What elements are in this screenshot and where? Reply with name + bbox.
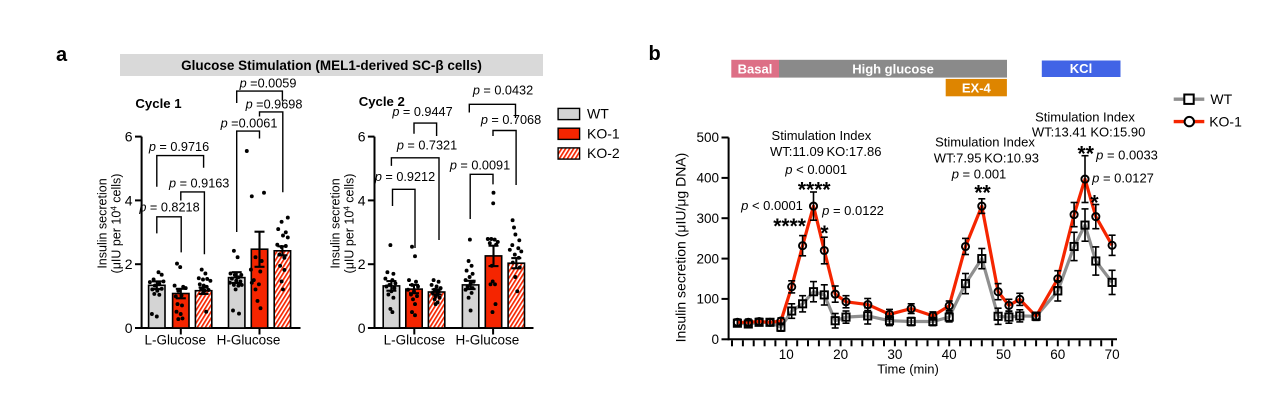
svg-text:p = 0.9163: p = 0.9163 — [168, 176, 229, 190]
svg-text:2: 2 — [125, 256, 133, 272]
svg-text:p =0.0059: p =0.0059 — [239, 76, 297, 90]
svg-text:200: 200 — [696, 251, 719, 266]
svg-text:p = 0.9447: p = 0.9447 — [391, 105, 452, 119]
svg-text:500: 500 — [696, 130, 719, 145]
svg-text:100: 100 — [696, 292, 719, 307]
svg-text:70: 70 — [1105, 347, 1120, 362]
svg-text:(μIU per 104 cells): (μIU per 104 cells) — [342, 174, 356, 274]
svg-text:Time (min): Time (min) — [877, 361, 939, 376]
svg-text:p = 0.8218: p = 0.8218 — [138, 200, 199, 214]
svg-text:a: a — [56, 44, 68, 66]
svg-text:b: b — [649, 43, 661, 65]
svg-text:Insulin secretion: Insulin secretion — [96, 178, 110, 268]
svg-text:p =0.0061: p =0.0061 — [220, 117, 278, 131]
svg-text:p < 0.0001: p < 0.0001 — [784, 162, 847, 177]
svg-text:Stimulation Index: Stimulation Index — [1035, 109, 1135, 124]
svg-text:p =0.9698: p =0.9698 — [245, 97, 303, 111]
svg-text:Cycle 1: Cycle 1 — [135, 96, 181, 111]
svg-text:p = 0.0033: p = 0.0033 — [1095, 147, 1158, 162]
svg-text:Insulin secretion (μIU/μg DNA): Insulin secretion (μIU/μg DNA) — [673, 153, 689, 343]
svg-text:60: 60 — [1050, 347, 1065, 362]
svg-text:WT: WT — [1210, 91, 1232, 107]
svg-text:p = 0.0432: p = 0.0432 — [472, 84, 533, 98]
svg-text:4: 4 — [125, 192, 133, 208]
svg-text:p < 0.0001: p < 0.0001 — [740, 198, 803, 213]
svg-text:Glucose Stimulation (MEL1-deri: Glucose Stimulation (MEL1-derived SC-β c… — [181, 58, 482, 73]
svg-text:*: * — [820, 222, 829, 245]
svg-text:6: 6 — [125, 129, 133, 145]
svg-text:KO-1: KO-1 — [1209, 114, 1242, 130]
svg-text:High glucose: High glucose — [852, 62, 934, 77]
svg-text:40: 40 — [942, 347, 957, 362]
svg-text:**: ** — [974, 181, 991, 204]
svg-text:p = 0.0127: p = 0.0127 — [1091, 171, 1154, 186]
svg-text:*: * — [1090, 192, 1099, 215]
svg-text:WT:13.41 KO:15.90: WT:13.41 KO:15.90 — [1032, 124, 1145, 139]
svg-text:WT: WT — [587, 106, 609, 122]
svg-text:**: ** — [1078, 143, 1095, 166]
svg-text:6: 6 — [358, 129, 366, 145]
svg-text:H-Glucose: H-Glucose — [217, 333, 281, 348]
svg-text:Basal: Basal — [738, 62, 773, 77]
svg-text:400: 400 — [696, 171, 719, 186]
svg-text:0: 0 — [711, 332, 719, 347]
svg-text:L-Glucose: L-Glucose — [145, 333, 207, 348]
svg-text:L-Glucose: L-Glucose — [384, 333, 446, 348]
svg-text:p = 0.0122: p = 0.0122 — [821, 203, 884, 218]
svg-text:2: 2 — [358, 256, 366, 272]
svg-text:30: 30 — [887, 347, 902, 362]
svg-text:Stimulation Index: Stimulation Index — [772, 128, 872, 143]
svg-text:(μIU per 104 cells): (μIU per 104 cells) — [110, 174, 124, 274]
svg-text:p = 0.001: p = 0.001 — [951, 166, 1007, 181]
svg-text:KO-2: KO-2 — [587, 145, 620, 161]
svg-text:Cycle 2: Cycle 2 — [359, 94, 405, 109]
svg-text:p = 0.7068: p = 0.7068 — [480, 113, 541, 127]
svg-text:p = 0.9212: p = 0.9212 — [374, 170, 435, 184]
svg-text:300: 300 — [696, 211, 719, 226]
svg-text:50: 50 — [996, 347, 1011, 362]
svg-text:****: **** — [773, 215, 807, 238]
svg-text:4: 4 — [358, 192, 366, 208]
svg-text:0: 0 — [358, 320, 366, 336]
svg-text:p = 0.7321: p = 0.7321 — [396, 139, 457, 153]
svg-text:EX-4: EX-4 — [962, 80, 992, 95]
svg-text:p = 0.9716: p = 0.9716 — [148, 140, 209, 154]
svg-text:p = 0.0091: p = 0.0091 — [449, 159, 510, 173]
svg-text:20: 20 — [833, 347, 848, 362]
svg-text:WT:7.95 KO:10.93: WT:7.95 KO:10.93 — [934, 151, 1039, 166]
svg-text:Stimulation Index: Stimulation Index — [935, 135, 1035, 150]
svg-text:H-Glucose: H-Glucose — [456, 333, 520, 348]
svg-text:10: 10 — [779, 347, 794, 362]
svg-text:KCl: KCl — [1070, 61, 1092, 76]
svg-text:WT:11.09 KO:17.86: WT:11.09 KO:17.86 — [770, 144, 881, 159]
svg-text:KO-1: KO-1 — [587, 125, 620, 141]
svg-text:0: 0 — [125, 320, 133, 336]
svg-text:****: **** — [798, 179, 832, 202]
svg-text:Insulin secretion: Insulin secretion — [328, 178, 342, 268]
